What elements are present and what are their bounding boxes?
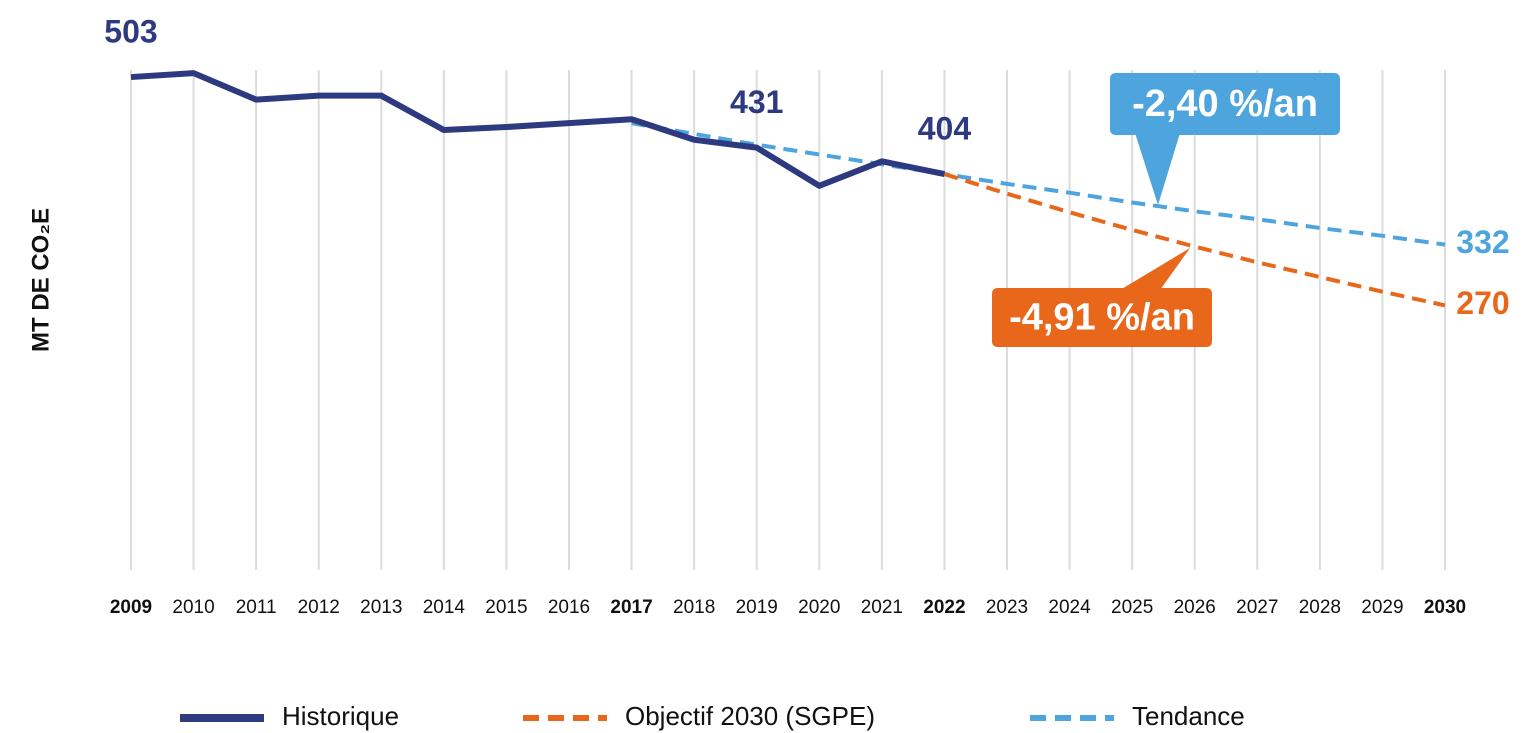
callout-pointer — [1120, 248, 1190, 290]
legend-label: Objectif 2030 (SGPE) — [625, 701, 875, 731]
x-tick-label: 2022 — [923, 597, 965, 618]
x-tick-label: 2021 — [861, 597, 903, 618]
x-tick-label: 2018 — [673, 597, 715, 618]
x-tick-label: 2010 — [172, 597, 214, 618]
x-tick-label: 2014 — [423, 597, 466, 618]
x-tick-label: 2020 — [798, 597, 840, 618]
callout-text: -4,91 %/an — [1009, 297, 1195, 339]
data-label: 404 — [918, 111, 972, 147]
x-tick-label: 2028 — [1299, 597, 1341, 618]
series-line — [631, 121, 1446, 247]
legend-label: Tendance — [1132, 701, 1245, 731]
x-tick-label: 2024 — [1048, 597, 1091, 618]
x-tick-label: 2023 — [986, 597, 1028, 618]
x-tick-label: 2013 — [360, 597, 402, 618]
callout-pointer — [1135, 133, 1180, 205]
x-tick-label: 2012 — [298, 597, 340, 618]
data-label: 431 — [730, 84, 783, 120]
y-axis-label: MT DE CO₂E — [27, 208, 54, 352]
x-tick-label: 2009 — [110, 597, 152, 618]
x-tick-label: 2027 — [1236, 597, 1278, 618]
data-label: 503 — [104, 14, 157, 50]
data-label: 332 — [1456, 224, 1509, 260]
x-tick-label: 2011 — [236, 597, 277, 618]
x-tick-label: 2025 — [1111, 597, 1153, 618]
x-tick-label: 2029 — [1361, 597, 1403, 618]
callout-text: -2,40 %/an — [1132, 83, 1318, 125]
x-tick-label: 2019 — [736, 597, 778, 618]
x-tick-label: 2026 — [1174, 597, 1216, 618]
callout-box — [992, 288, 1212, 347]
x-tick-label: 2017 — [610, 597, 652, 618]
x-tick-label: 2016 — [548, 597, 590, 618]
legend-label: Historique — [282, 701, 399, 731]
data-label: 270 — [1456, 285, 1509, 321]
x-tick-label: 2015 — [485, 597, 527, 618]
series-line — [130, 70, 946, 189]
callout-box — [1110, 73, 1340, 135]
x-tick-label: 2030 — [1424, 597, 1466, 618]
